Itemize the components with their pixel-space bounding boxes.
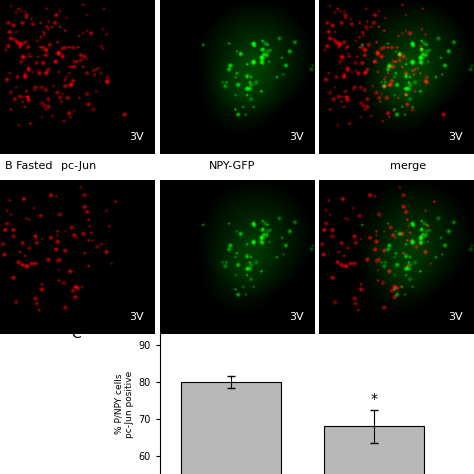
Text: *: * [371,392,377,406]
Text: C: C [72,327,81,341]
Y-axis label: % P/NPY cells
pc-Jun positive: % P/NPY cells pc-Jun positive [115,371,134,438]
Text: 3V: 3V [289,312,304,322]
Text: 3V: 3V [289,132,304,142]
Text: NPY-GFP: NPY-GFP [209,161,255,171]
Text: 3V: 3V [448,132,463,142]
Text: merge: merge [390,161,426,171]
Text: B Fasted: B Fasted [5,161,52,171]
Text: 3V: 3V [448,312,463,322]
Text: 3V: 3V [129,132,144,142]
Text: 3V: 3V [129,312,144,322]
Bar [324,426,424,474]
Text: pc-Jun: pc-Jun [61,161,96,171]
Bar [181,382,281,474]
